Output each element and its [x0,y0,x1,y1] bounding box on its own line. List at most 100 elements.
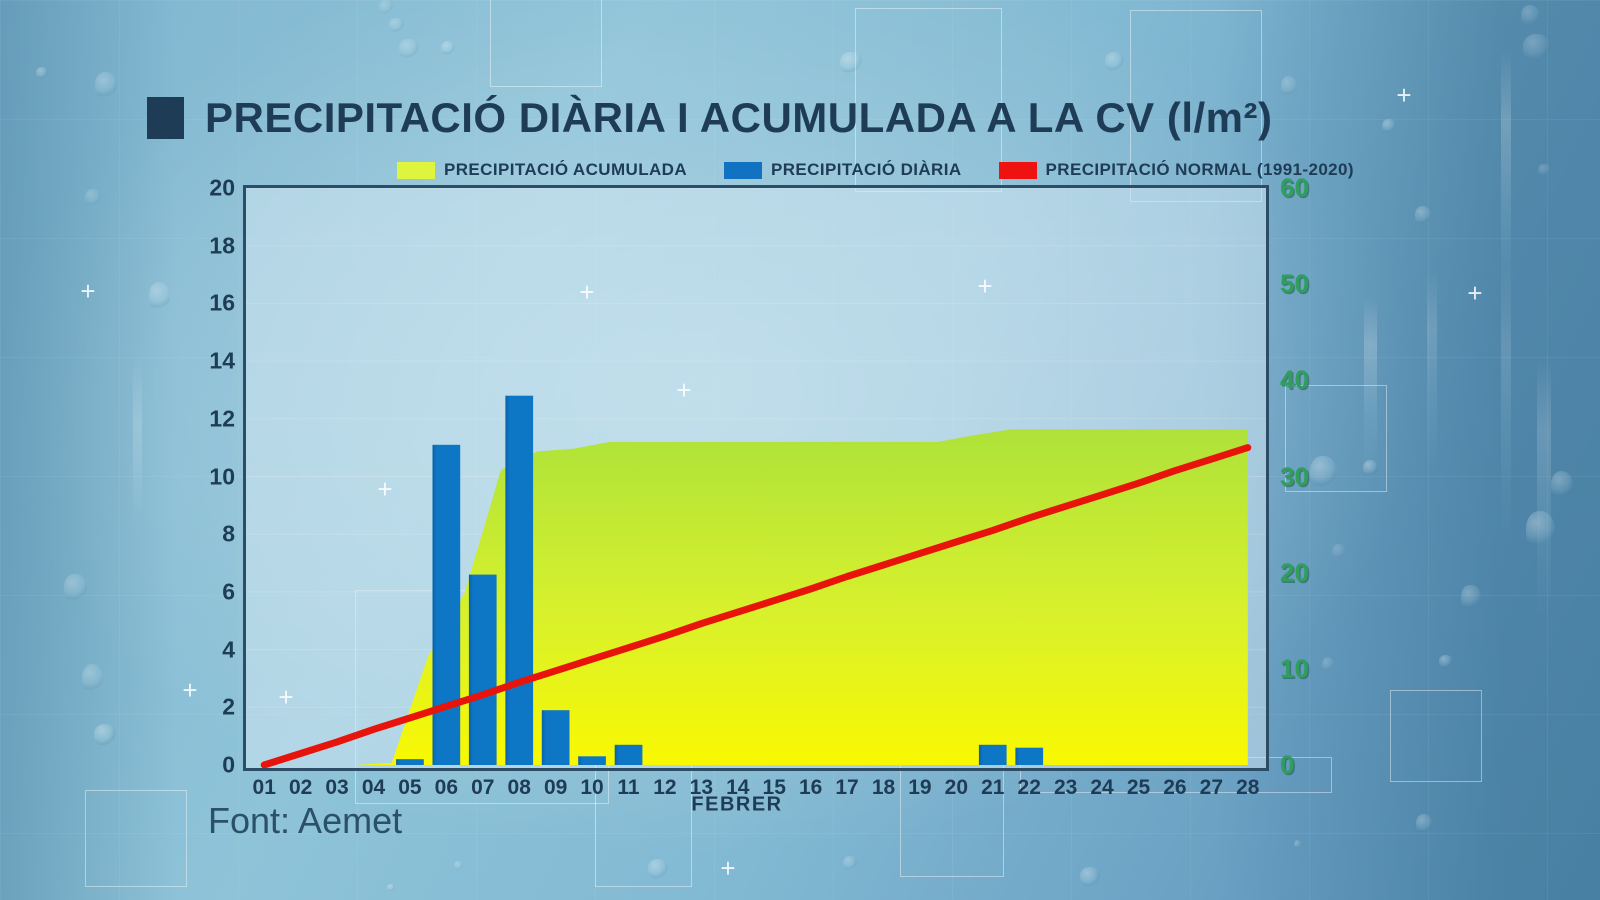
normal-line [260,444,1252,768]
water-droplet-icon [648,859,669,880]
water-streak [1536,354,1551,622]
legend-item-normal: PRECIPITACIÓ NORMAL (1991-2020) [998,160,1354,180]
x-axis-tick: 27 [1199,776,1224,799]
y-axis-left-tick: 14 [209,347,235,374]
y-axis-right-tick: 30 [1280,461,1309,491]
water-droplet-icon [1551,471,1574,501]
x-axis-tick: 15 [762,776,786,799]
water-streak [1500,266,1511,550]
y-axis-left-tick: 16 [209,289,235,316]
y-axis-left-tick: 8 [222,520,235,547]
water-droplet-icon [1415,813,1432,835]
decor-square [1390,690,1482,782]
water-droplet-icon [1538,164,1551,177]
legend-label: PRECIPITACIÓ DIÀRIA [771,160,962,179]
x-axis-tick: 18 [871,776,896,799]
water-droplet-icon [85,188,102,207]
y-axis-right-tick: 0 [1280,749,1295,780]
water-droplet-icon [82,664,103,693]
water-streak [1426,270,1437,474]
water-droplet-icon [1362,459,1379,476]
water-droplet-icon [379,0,393,14]
y-axis-left-tick: 20 [209,174,235,201]
x-axis-tick: 28 [1236,776,1260,799]
daily-bar [505,395,534,765]
x-axis-tick: 12 [653,776,677,799]
decor-square [490,0,602,87]
daily-bar [1015,747,1044,765]
water-droplet-icon [1526,511,1555,550]
chart-legend: PRECIPITACIÓ ACUMULADA PRECIPITACIÓ DIÀR… [397,160,1391,180]
x-axis-tick: 10 [580,776,604,799]
water-droplet-icon [1461,584,1481,612]
legend-item-daily: PRECIPITACIÓ DIÀRIA [724,160,962,180]
x-axis-title: FEBRER [691,793,783,816]
y-axis-left-tick: 12 [209,405,235,432]
water-droplet-icon [441,40,456,55]
daily-bar [432,444,461,765]
x-axis-tick: 06 [434,776,459,799]
water-droplet-icon [454,861,463,870]
x-axis-tick: 14 [726,776,750,799]
water-droplet-icon [35,67,48,79]
water-droplet-icon [399,38,420,59]
x-axis-tick: 13 [689,776,714,799]
water-droplet-icon [842,856,858,871]
water-droplet-icon [1523,34,1551,62]
water-streak [1501,49,1511,314]
y-axis-right-tick: 50 [1280,268,1309,299]
water-droplet-icon [1080,867,1100,888]
y-axis-right-tick: 10 [1280,653,1309,684]
y-axis-left-tick: 10 [209,463,235,489]
daily-bar [614,744,643,765]
x-axis-tick: 21 [981,776,1005,799]
daily-bar [578,756,606,765]
legend-label: PRECIPITACIÓ NORMAL (1991-2020) [1045,160,1354,179]
x-axis-tick: 07 [471,776,495,799]
x-axis-tick: 05 [398,776,422,799]
chart-canvas [246,188,1266,768]
daily-bar [468,574,497,765]
water-droplet-icon [1281,75,1298,97]
water-droplet-icon [1414,206,1431,226]
daily-bar [396,759,424,765]
decor-square [85,790,187,887]
accumulated-swatch-icon [397,161,435,179]
source-note: Font: Aemet [208,800,403,841]
x-axis-tick: 01 [252,776,276,799]
x-axis-tick: 22 [1017,776,1041,799]
x-axis-tick: 26 [1163,776,1187,799]
x-axis-tick: 08 [507,776,531,799]
daily-bar [541,710,570,765]
water-streak [133,359,143,592]
x-axis-tick: 23 [1053,776,1078,799]
water-droplet-icon [1381,119,1397,134]
y-axis-right-tick: 20 [1280,557,1309,588]
water-streak [1364,295,1378,471]
x-axis-tick: 02 [288,776,313,799]
water-droplet-icon [64,573,87,603]
x-axis-tick: 19 [908,776,932,799]
y-axis-right-tick: 60 [1280,172,1309,203]
x-axis-tick: 11 [617,776,640,799]
x-axis-tick: 17 [835,776,859,799]
y-axis-right-tick: 40 [1280,364,1309,395]
water-droplet-icon [387,884,395,892]
x-axis-tick: 25 [1126,776,1151,799]
decor-square [595,755,692,887]
accumulated-area [355,429,1248,765]
water-droplet-icon [839,51,862,74]
water-droplet-icon [1520,4,1540,27]
water-droplet-icon [94,71,118,99]
plot-area [243,185,1269,771]
y-axis-left-tick: 4 [222,636,235,663]
water-droplet-icon [1104,51,1124,71]
y-axis-left-tick: 0 [222,751,235,778]
water-droplet-icon [389,17,404,32]
x-axis-tick: 03 [325,776,349,799]
x-axis-tick: 24 [1090,776,1114,799]
x-axis-tick: 16 [798,776,823,799]
x-axis-tick: 09 [543,776,568,799]
legend-label: PRECIPITACIÓ ACUMULADA [444,160,688,179]
x-axis-tick: 20 [944,776,969,799]
